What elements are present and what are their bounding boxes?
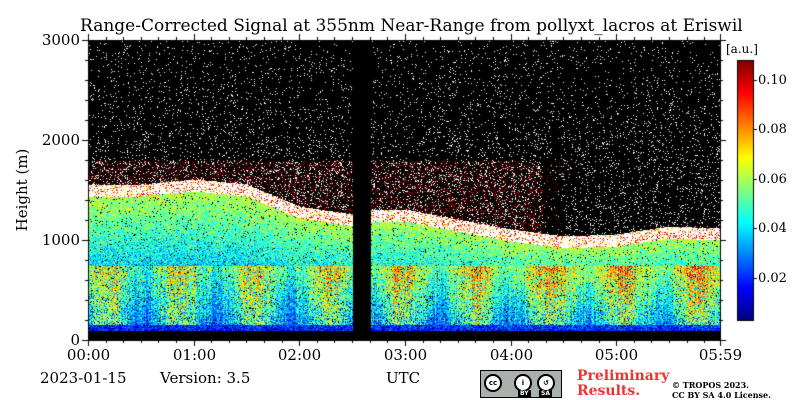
by-label: BY	[518, 390, 531, 397]
colorbar-tick-label: 0.04	[758, 220, 787, 236]
date-label: 2023-01-15	[40, 369, 127, 387]
y-tick-label: 2000	[41, 130, 80, 149]
x-tick-label: 05:59	[698, 346, 743, 364]
sa-icon: ↺	[537, 374, 555, 392]
chart-title: Range-Corrected Signal at 355nm Near-Ran…	[80, 16, 743, 36]
copyright-line2: CC BY SA 4.0 License.	[672, 390, 771, 400]
cc-license-badge: cc i ↺ BY SA	[480, 370, 562, 398]
x-tick-label: 00:00	[66, 346, 111, 364]
colorbar-tick-label: 0.08	[758, 121, 787, 137]
y-tick-label: 3000	[41, 30, 80, 49]
x-axis-label: UTC	[386, 369, 421, 387]
y-tick-label: 0	[70, 330, 80, 349]
colorbar-tick-label: 0.02	[758, 270, 787, 286]
x-tick-label: 02:00	[277, 346, 322, 364]
y-tick-label: 1000	[41, 230, 80, 249]
x-tick-label: 01:00	[172, 346, 217, 364]
preliminary-label-line1: Preliminary	[577, 368, 670, 384]
colorbar-tick-label: 0.10	[758, 72, 787, 88]
copyright-line1: © TROPOS 2023.	[672, 380, 749, 390]
x-tick-label: 03:00	[383, 346, 428, 364]
cc-icon: cc	[484, 374, 502, 392]
x-tick-label: 05:00	[594, 346, 639, 364]
x-tick-label: 04:00	[489, 346, 534, 364]
colorbar-label: [a.u.]	[726, 42, 758, 56]
sa-label: SA	[539, 390, 552, 397]
preliminary-label-line2: Results.	[577, 383, 641, 399]
y-axis-label: Height (m)	[13, 148, 31, 232]
version-label: Version: 3.5	[160, 369, 251, 387]
colorbar-tick-label: 0.06	[758, 171, 787, 187]
